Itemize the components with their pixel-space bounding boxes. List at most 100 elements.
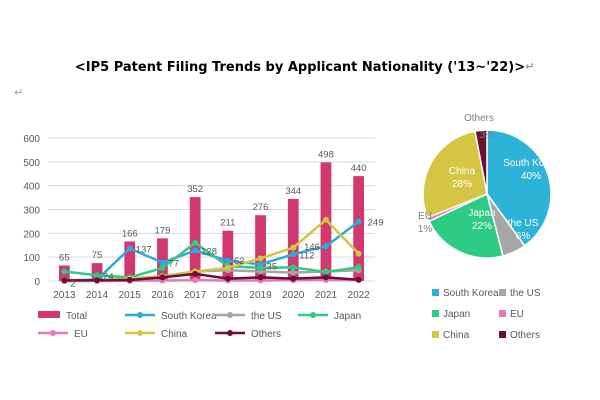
legend-marker-eu bbox=[50, 330, 56, 336]
point-south-korea bbox=[355, 218, 362, 225]
data-label-south-korea: 249 bbox=[368, 218, 384, 229]
pie-slice-others bbox=[474, 129, 488, 195]
data-label-total: 166 bbox=[122, 228, 138, 239]
point-others bbox=[61, 277, 68, 284]
y-tick-label: 300 bbox=[23, 206, 40, 217]
legend-marker-south-korea bbox=[137, 312, 143, 318]
x-tick-label: 2020 bbox=[282, 290, 305, 301]
pie-label-others: 3% bbox=[480, 130, 495, 141]
point-china bbox=[224, 264, 231, 271]
point-others bbox=[322, 274, 329, 281]
pie-slice-china bbox=[422, 130, 488, 219]
pie-title: Others bbox=[464, 113, 494, 124]
point-japan bbox=[355, 264, 362, 271]
x-tick-label: 2021 bbox=[315, 290, 338, 301]
page-title-text: <IP5 Patent Filing Trends by Applicant N… bbox=[74, 60, 526, 75]
y-tick-label: 600 bbox=[23, 134, 40, 145]
legend-label-china: China bbox=[161, 329, 188, 340]
pie-label-line: the US bbox=[508, 218, 539, 229]
x-tick-label: 2018 bbox=[217, 290, 240, 301]
point-china bbox=[257, 255, 264, 262]
bar-total bbox=[189, 197, 201, 281]
pie-legend-label-china: China bbox=[443, 330, 470, 341]
y-tick-label: 100 bbox=[23, 253, 40, 264]
x-tick-label: 2017 bbox=[184, 290, 207, 301]
point-japan bbox=[192, 239, 199, 246]
x-tick-label: 2014 bbox=[86, 290, 109, 301]
data-label-the-us: 2 bbox=[70, 279, 75, 290]
point-south-korea bbox=[224, 257, 231, 264]
page-title: <IP5 Patent Filing Trends by Applicant N… bbox=[0, 60, 600, 75]
y-tick-label: 0 bbox=[34, 277, 40, 288]
point-japan bbox=[257, 264, 264, 271]
pie-label-line: 28% bbox=[452, 179, 472, 190]
point-others bbox=[355, 276, 362, 283]
pie-label-the-us: the US 6% bbox=[508, 218, 539, 242]
data-label-south-korea: 112 bbox=[299, 250, 314, 261]
legend-label-others: Others bbox=[251, 329, 281, 340]
pie-legend-label-eu: EU bbox=[510, 309, 524, 320]
y-tick-label: 400 bbox=[23, 182, 40, 193]
data-label-total: 352 bbox=[187, 184, 203, 195]
pie-label-line: EU bbox=[418, 211, 432, 222]
point-south-korea bbox=[322, 243, 329, 250]
data-label-total: 65 bbox=[59, 253, 70, 264]
pie-label-line: 6% bbox=[516, 231, 531, 242]
data-label-total: 344 bbox=[285, 186, 301, 197]
pie-label-japan: Japan 22% bbox=[468, 208, 495, 232]
line-others bbox=[64, 272, 359, 282]
x-tick-label: 2022 bbox=[348, 290, 371, 301]
data-label-japan: 24 bbox=[103, 271, 114, 282]
point-china bbox=[322, 216, 329, 223]
point-others bbox=[126, 277, 133, 284]
pie-label-line: 3% bbox=[480, 130, 495, 141]
point-japan bbox=[94, 272, 101, 279]
point-others bbox=[159, 274, 166, 281]
point-others bbox=[257, 274, 264, 281]
bar-total bbox=[124, 241, 136, 281]
point-eu bbox=[192, 277, 199, 284]
legend-label-eu: EU bbox=[74, 329, 88, 340]
point-japan bbox=[322, 268, 329, 275]
legend-label-the-us: the US bbox=[251, 311, 282, 322]
data-label-south-korea: 128 bbox=[201, 246, 217, 257]
pie-legend-swatch-china bbox=[432, 331, 439, 338]
legend-label-total: Total bbox=[66, 311, 87, 322]
legend-marker-others bbox=[227, 330, 233, 336]
point-japan bbox=[159, 264, 166, 271]
point-china bbox=[290, 244, 297, 251]
pie-legend-label-japan: Japan bbox=[443, 309, 470, 320]
bar-total bbox=[255, 215, 266, 281]
legend-marker-china bbox=[137, 330, 143, 336]
pie-slice-japan bbox=[428, 192, 504, 259]
pie-legend-label-others: Others bbox=[510, 330, 540, 341]
pie-label-south-korea: South Korea 40% bbox=[503, 158, 559, 182]
pie-legend-label-south-korea: South Korea bbox=[443, 288, 499, 299]
pie-label-eu: EU 1% bbox=[418, 211, 433, 235]
data-label-total: 75 bbox=[92, 250, 103, 261]
data-label-south-korea: 137 bbox=[136, 244, 152, 255]
data-label-south-korea: 146 bbox=[304, 242, 320, 253]
pie-label-line: China bbox=[449, 166, 476, 177]
pie-label-line: South Korea bbox=[503, 158, 559, 169]
data-label-total: 498 bbox=[318, 149, 334, 160]
point-others bbox=[94, 277, 101, 284]
line-japan bbox=[64, 241, 359, 279]
pie-legend-swatch-others bbox=[499, 331, 506, 338]
y-tick-label: 200 bbox=[23, 229, 40, 240]
x-tick-label: 2019 bbox=[249, 290, 272, 301]
data-label-total: 440 bbox=[351, 163, 367, 174]
bar-total bbox=[222, 230, 234, 281]
pie-legend-swatch-eu bbox=[499, 310, 506, 317]
point-japan bbox=[61, 268, 68, 275]
legend-label-south-korea: South Korea bbox=[161, 311, 217, 322]
legend-label-japan: Japan bbox=[334, 311, 361, 322]
data-label-total: 179 bbox=[155, 225, 171, 236]
legend-swatch-total bbox=[38, 311, 60, 318]
paragraph-mark-icon: ↵ bbox=[14, 86, 24, 99]
data-label-total: 276 bbox=[253, 202, 269, 213]
pie-slice-south-korea bbox=[486, 129, 552, 247]
point-south-korea bbox=[192, 247, 199, 254]
